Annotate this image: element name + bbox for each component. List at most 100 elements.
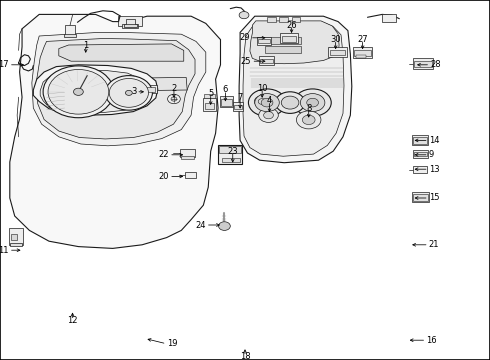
Polygon shape xyxy=(250,21,339,64)
Circle shape xyxy=(261,98,273,107)
Circle shape xyxy=(168,94,180,104)
Bar xyxy=(356,55,366,58)
Circle shape xyxy=(264,112,273,119)
Bar xyxy=(218,145,242,164)
Bar xyxy=(382,14,396,22)
Text: 13: 13 xyxy=(429,165,440,174)
Text: 18: 18 xyxy=(240,352,250,360)
Text: 16: 16 xyxy=(426,336,437,345)
Circle shape xyxy=(109,78,148,107)
Bar xyxy=(412,135,428,145)
Text: 11: 11 xyxy=(0,246,9,255)
Circle shape xyxy=(300,94,325,112)
Text: 28: 28 xyxy=(430,60,441,69)
Text: 7: 7 xyxy=(238,93,243,102)
Polygon shape xyxy=(40,70,147,113)
Text: 25: 25 xyxy=(241,57,251,66)
Circle shape xyxy=(258,99,266,104)
Bar xyxy=(64,34,76,37)
Circle shape xyxy=(74,88,83,95)
Bar xyxy=(282,36,296,42)
Text: 3: 3 xyxy=(131,87,136,96)
Circle shape xyxy=(255,94,279,112)
Bar xyxy=(233,102,243,111)
Text: 14: 14 xyxy=(429,136,439,145)
Bar xyxy=(258,39,270,43)
Bar xyxy=(265,37,301,44)
Bar xyxy=(353,47,372,58)
Circle shape xyxy=(254,96,270,107)
Circle shape xyxy=(294,89,331,116)
Text: 23: 23 xyxy=(227,147,238,156)
Polygon shape xyxy=(243,22,344,156)
Text: 8: 8 xyxy=(306,104,311,112)
Bar xyxy=(118,16,142,26)
Text: 4: 4 xyxy=(267,96,272,105)
Text: 29: 29 xyxy=(240,33,250,42)
Bar xyxy=(205,103,214,109)
Circle shape xyxy=(275,92,305,113)
Text: 10: 10 xyxy=(257,84,268,93)
Circle shape xyxy=(219,222,230,230)
Circle shape xyxy=(125,90,132,95)
Text: 22: 22 xyxy=(159,150,169,159)
Bar xyxy=(414,152,427,156)
Bar xyxy=(65,25,75,35)
Bar xyxy=(267,17,276,22)
Polygon shape xyxy=(10,14,220,248)
Circle shape xyxy=(302,115,315,125)
Bar xyxy=(145,87,155,92)
Bar xyxy=(414,61,432,67)
Text: 20: 20 xyxy=(159,172,169,181)
Text: 15: 15 xyxy=(429,194,439,202)
Circle shape xyxy=(105,76,152,110)
Polygon shape xyxy=(32,32,206,146)
Bar xyxy=(260,59,273,63)
Text: 12: 12 xyxy=(67,316,78,325)
Text: 19: 19 xyxy=(167,339,177,348)
Bar xyxy=(180,149,195,157)
Bar xyxy=(219,146,241,153)
Text: 30: 30 xyxy=(330,35,341,44)
Bar xyxy=(124,24,137,27)
Bar xyxy=(181,156,194,159)
Bar xyxy=(413,150,428,158)
Bar xyxy=(330,50,345,55)
Circle shape xyxy=(43,66,114,118)
Bar xyxy=(11,234,17,240)
Text: 5: 5 xyxy=(208,89,213,98)
Circle shape xyxy=(171,97,177,101)
Bar xyxy=(222,158,240,162)
Circle shape xyxy=(248,89,286,116)
Bar xyxy=(220,96,233,107)
Circle shape xyxy=(296,111,321,129)
Bar xyxy=(354,50,371,56)
Polygon shape xyxy=(59,44,184,61)
Circle shape xyxy=(259,108,278,122)
Circle shape xyxy=(239,12,249,19)
Bar xyxy=(220,99,232,106)
Bar xyxy=(280,33,298,43)
Bar xyxy=(413,137,427,144)
Bar xyxy=(328,47,347,57)
Bar xyxy=(126,19,135,26)
Text: 17: 17 xyxy=(0,60,9,69)
Text: 27: 27 xyxy=(357,35,368,44)
Bar xyxy=(257,37,271,45)
Bar xyxy=(413,166,427,173)
Bar xyxy=(10,243,22,246)
Text: 1: 1 xyxy=(83,40,88,49)
Bar xyxy=(234,105,242,109)
Bar xyxy=(203,98,216,111)
Bar xyxy=(279,17,288,22)
Polygon shape xyxy=(37,39,195,139)
Bar xyxy=(413,58,433,69)
Bar xyxy=(413,194,428,201)
Circle shape xyxy=(48,69,109,114)
Text: 24: 24 xyxy=(196,220,206,230)
Bar xyxy=(9,228,23,245)
Polygon shape xyxy=(53,77,187,92)
Polygon shape xyxy=(239,16,352,163)
Text: 21: 21 xyxy=(429,240,439,249)
Text: 26: 26 xyxy=(286,21,297,30)
